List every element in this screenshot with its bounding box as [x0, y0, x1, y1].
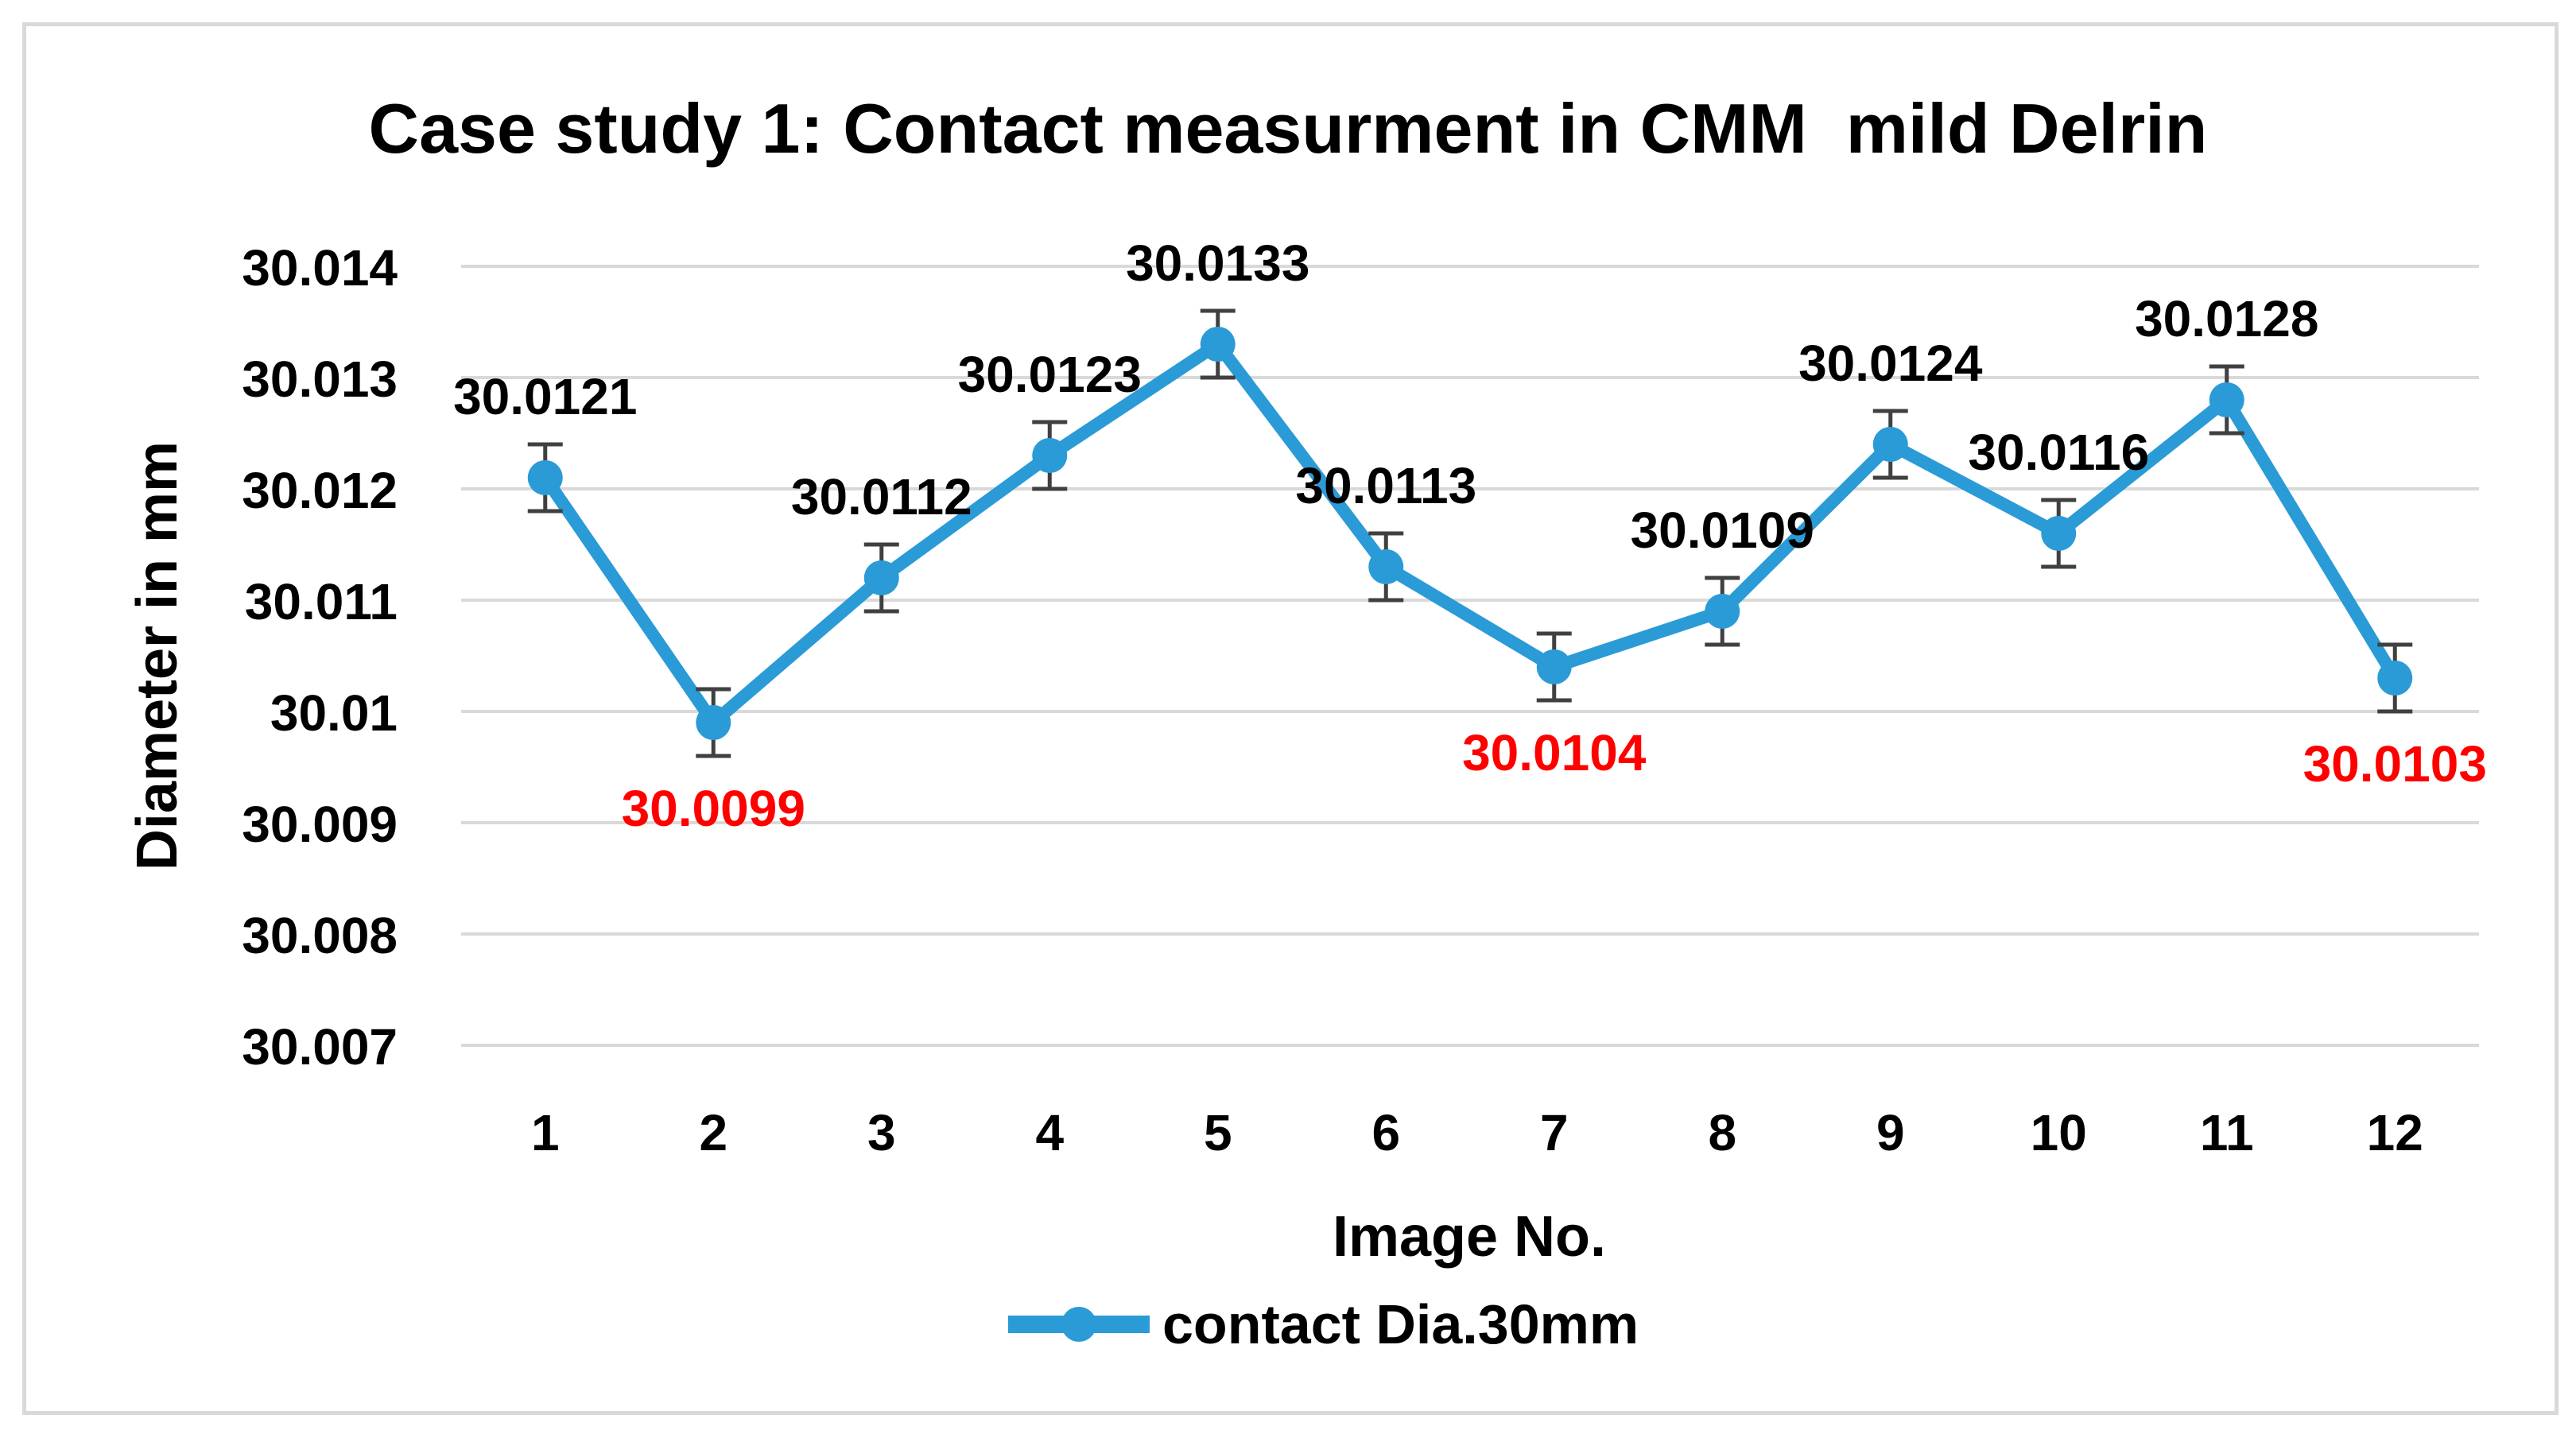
x-axis-ticks: 1 2 3 4 5 6 7 8 9 10 11 12	[531, 1104, 2423, 1161]
x-tick-label: 6	[1371, 1104, 1400, 1161]
x-axis-title: Image No.	[1333, 1205, 1606, 1269]
chart-title: Case study 1: Contact measurment in CMM …	[369, 89, 2208, 168]
data-point	[527, 460, 563, 495]
series-layer	[527, 308, 2413, 758]
x-tick-label: 8	[1708, 1104, 1736, 1161]
data-label: 30.0104	[1462, 724, 1647, 781]
x-tick-label: 9	[1876, 1104, 1905, 1161]
y-axis-ticks: 30.007 30.008 30.009 30.01 30.011 30.012 30.01…	[242, 239, 398, 1076]
data-point	[863, 560, 899, 595]
x-tick-label: 3	[867, 1104, 896, 1161]
x-tick-label: 5	[1204, 1104, 1232, 1161]
data-point	[1705, 594, 1740, 629]
data-point	[1200, 327, 1236, 362]
x-tick-label: 1	[531, 1104, 560, 1161]
data-label: 30.0103	[2303, 735, 2487, 793]
data-point	[2377, 661, 2413, 696]
data-label: 30.0113	[1295, 457, 1476, 514]
data-label: 30.0116	[1968, 424, 2149, 481]
data-point	[696, 705, 731, 740]
data-label: 30.0099	[622, 780, 805, 837]
y-tick-label: 30.011	[245, 573, 398, 630]
data-label: 30.0123	[958, 346, 1142, 403]
x-tick-label: 4	[1035, 1104, 1064, 1161]
data-label: 30.0128	[2135, 290, 2318, 347]
data-label: 30.0124	[1798, 335, 1983, 392]
legend: contact Dia.30mm	[1008, 1293, 1639, 1355]
data-label: 30.0121	[453, 368, 637, 425]
data-label: 30.0112	[791, 468, 972, 525]
data-point	[1536, 649, 1572, 684]
series-line	[538, 338, 2402, 729]
data-point	[1872, 427, 1908, 462]
gridlines	[461, 265, 2479, 1047]
legend-label: contact Dia.30mm	[1162, 1293, 1639, 1355]
y-tick-label: 30.01	[270, 684, 398, 742]
x-tick-label: 7	[1540, 1104, 1569, 1161]
x-tick-label: 11	[2200, 1104, 2254, 1161]
data-label: 30.0109	[1631, 502, 1814, 559]
x-tick-label: 2	[699, 1104, 727, 1161]
legend-swatch-marker	[1061, 1307, 1096, 1342]
data-label: 30.0133	[1126, 234, 1309, 292]
data-point	[2041, 516, 2077, 551]
data-point	[2209, 382, 2244, 417]
y-axis-title: Diameter in mm	[126, 441, 189, 870]
y-tick-label: 30.007	[242, 1018, 398, 1076]
data-point	[1032, 438, 1068, 473]
x-tick-label: 10	[2031, 1104, 2087, 1161]
chart-frame	[22, 22, 2559, 1415]
x-tick-label: 12	[2367, 1104, 2423, 1161]
y-tick-label: 30.008	[242, 907, 398, 964]
y-tick-label: 30.013	[242, 351, 398, 408]
y-tick-label: 30.014	[242, 239, 398, 296]
data-point	[1368, 549, 1404, 584]
data-labels: 30.0121 30.0099 30.0112 30.0123 30.0133 30.01…	[453, 234, 2487, 837]
y-tick-label: 30.009	[242, 796, 398, 853]
y-tick-label: 30.012	[242, 462, 398, 519]
